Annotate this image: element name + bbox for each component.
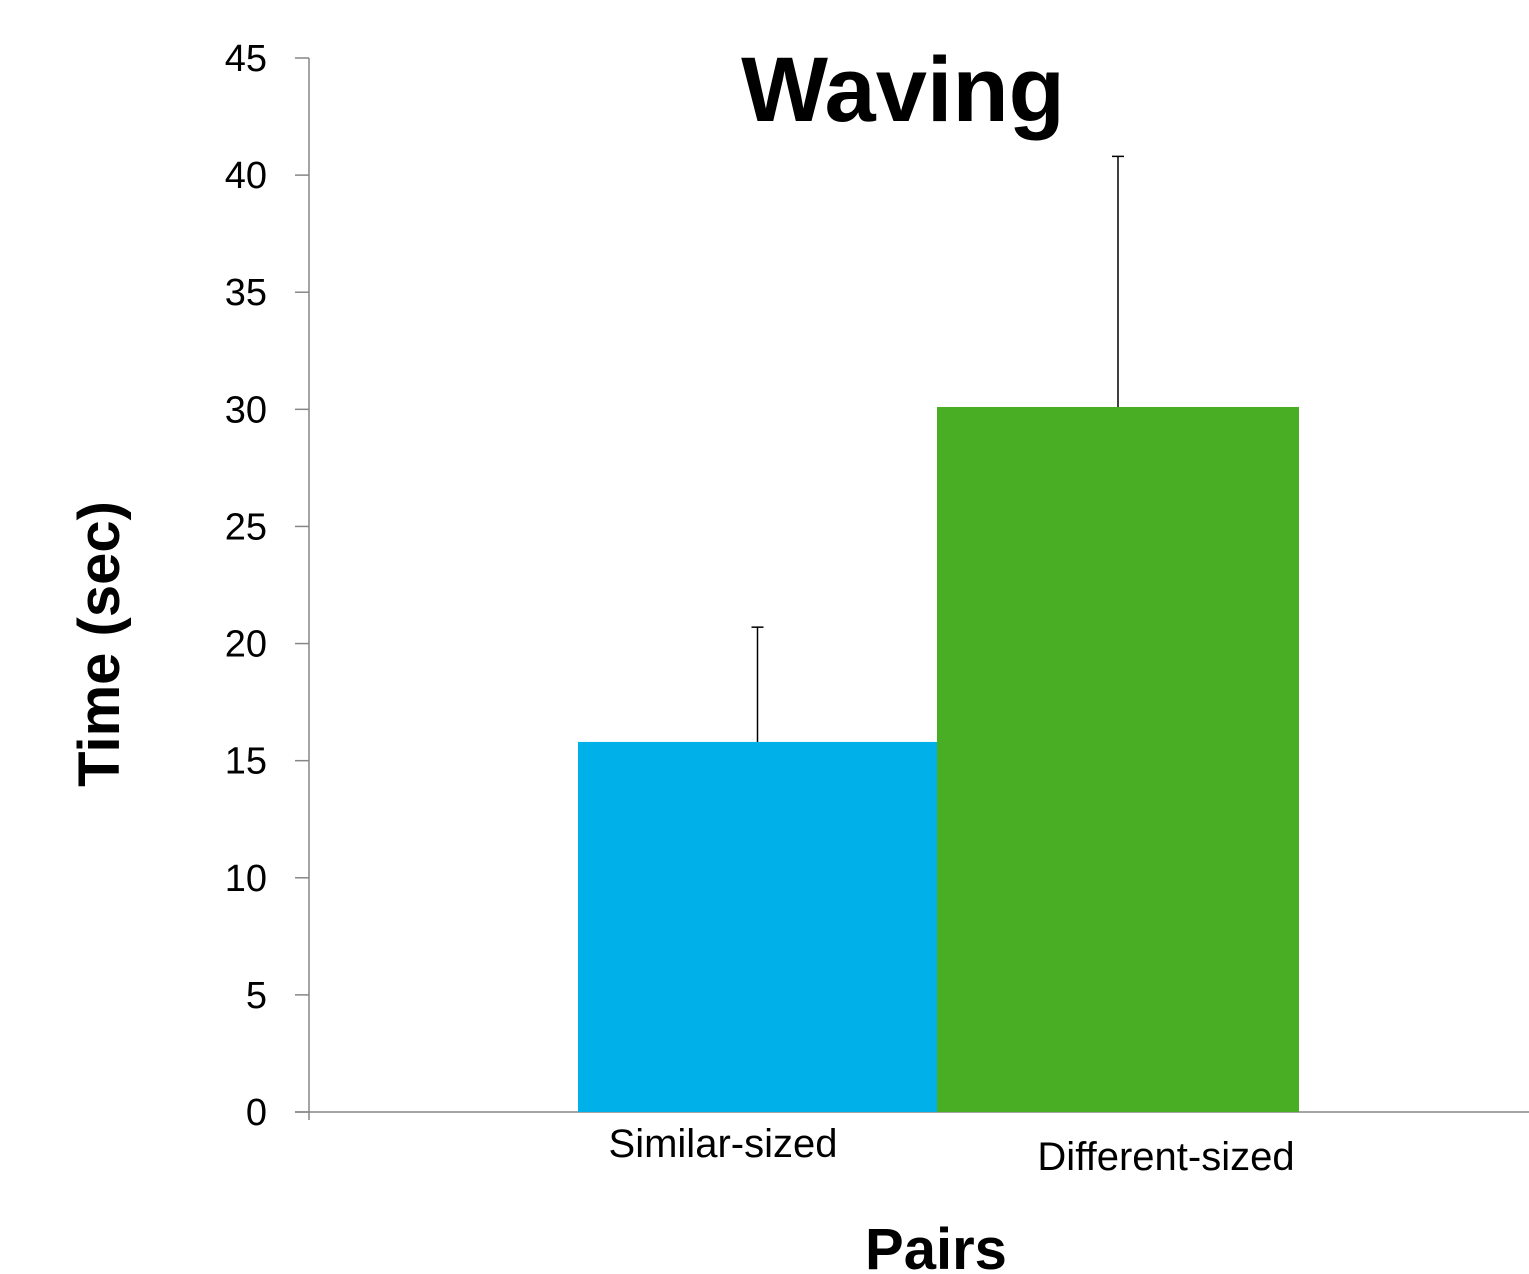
y-tick-group: 0 5 10 15 20 25 30 35 40 45: [225, 38, 309, 1134]
y-tick-label: 20: [225, 624, 267, 666]
y-tick-label: 35: [225, 272, 267, 314]
category-label-different-sized: Different-sized: [1037, 1135, 1294, 1179]
y-tick-label: 15: [225, 741, 267, 783]
y-tick-label: 45: [225, 38, 267, 80]
y-axis-title: Time (sec): [67, 501, 132, 787]
bar-different-sized: [937, 406, 1299, 1113]
y-tick-label: 25: [225, 506, 267, 548]
y-tick-label: 0: [246, 1092, 267, 1134]
y-tick-label: 5: [246, 975, 267, 1017]
y-tick-label: 40: [225, 155, 267, 197]
bar-similar-sized: [578, 741, 937, 1112]
category-label-similar-sized: Similar-sized: [609, 1122, 838, 1166]
y-tick-label: 30: [225, 389, 267, 431]
bar-group: [578, 406, 1299, 1113]
error-bar-group: [751, 155, 1124, 742]
x-axis-title: Pairs: [865, 1217, 1007, 1274]
chart-title: Waving: [741, 39, 1065, 141]
y-tick-label: 10: [225, 858, 267, 900]
